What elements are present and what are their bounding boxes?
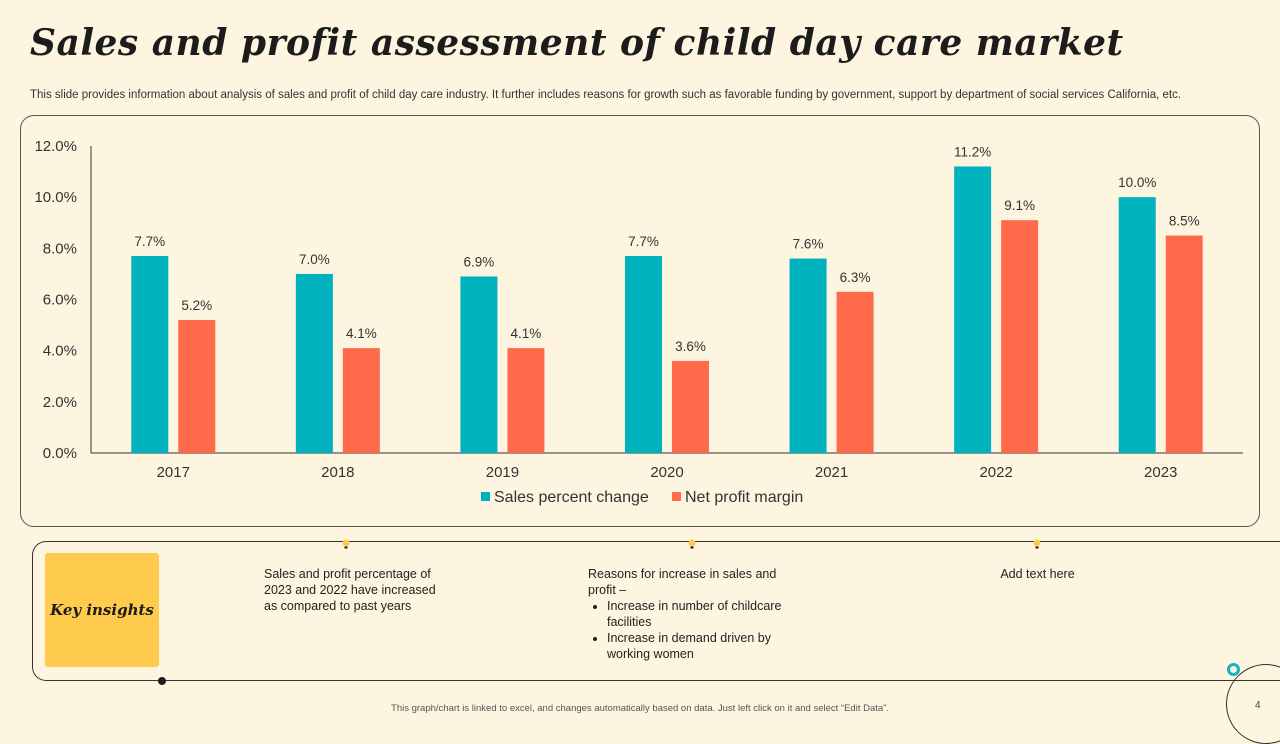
insight-text-2: Reasons for increase in sales and profit…	[588, 566, 793, 662]
bulb-icon	[1033, 539, 1041, 549]
legend-label: Sales percent change	[494, 489, 649, 506]
y-tick-label: 12.0%	[34, 138, 77, 155]
bulb-icon	[342, 539, 350, 549]
insight-2-bullet: Increase in number of childcare faciliti…	[607, 598, 793, 630]
data-label: 6.9%	[464, 254, 495, 269]
bar-profit	[1001, 220, 1039, 453]
data-label: 6.3%	[840, 270, 871, 285]
y-tick-label: 10.0%	[34, 189, 77, 206]
chart-frame[interactable]: 0.0% 2.0% 4.0% 6.0% 8.0% 10.0% 12.0% 7.7% 5.2% 20…	[20, 115, 1260, 527]
y-tick-label: 2.0%	[43, 394, 77, 411]
bar-sales	[954, 166, 992, 453]
x-tick-label: 2020	[650, 464, 683, 481]
bar-sales	[460, 276, 498, 453]
page-title: Sales and profit assessment of child day…	[30, 22, 1124, 64]
insight-text-1: Sales and profit percentage of 2023 and …	[264, 567, 436, 613]
page-subtitle: This slide provides information about an…	[30, 89, 1182, 101]
x-tick-label: 2023	[1144, 464, 1177, 481]
bar-profit	[178, 319, 216, 453]
data-label: 4.1%	[511, 326, 542, 341]
legend-label: Net profit margin	[685, 489, 803, 506]
data-label: 7.7%	[628, 234, 659, 249]
footer-note: This graph/chart is linked to excel, and…	[391, 703, 889, 714]
bar-sales	[1118, 197, 1156, 453]
data-label: 9.1%	[1004, 198, 1035, 213]
insight-2-bullets: Increase in number of childcare faciliti…	[588, 598, 793, 662]
insight-text-3[interactable]: Add text here	[1000, 567, 1075, 581]
x-tick-label: 2022	[979, 464, 1012, 481]
y-tick-label: 8.0%	[43, 240, 77, 257]
x-tick-label: 2021	[815, 464, 848, 481]
y-tick-label: 4.0%	[43, 343, 77, 360]
bar-profit	[342, 348, 380, 453]
bar-sales	[625, 256, 662, 453]
bar-sales	[131, 256, 169, 453]
x-tick-label: 2019	[486, 464, 519, 481]
legend-swatch	[481, 492, 490, 501]
bar-sales	[789, 258, 827, 453]
x-tick-label: 2017	[157, 464, 190, 481]
insights-frame	[32, 541, 1280, 681]
x-tick-label: 2018	[321, 464, 354, 481]
data-label: 4.1%	[346, 326, 377, 341]
data-label: 7.0%	[299, 252, 330, 267]
bar-profit	[836, 291, 874, 453]
data-label: 5.2%	[181, 298, 212, 313]
page-number: 4	[1255, 700, 1261, 711]
data-label: 7.6%	[793, 237, 824, 252]
decorative-ring-icon	[1227, 663, 1240, 676]
insight-2-bullet: Increase in demand driven by working wom…	[607, 630, 793, 662]
bar-chart[interactable]: 0.0% 2.0% 4.0% 6.0% 8.0% 10.0% 12.0% 7.7% 5.2% 20…	[21, 116, 1261, 528]
y-tick-label: 0.0%	[43, 445, 77, 462]
legend-swatch	[672, 492, 681, 501]
bulb-icon	[688, 539, 696, 549]
data-label: 7.7%	[134, 234, 165, 249]
bar-profit	[507, 348, 545, 453]
data-label: 3.6%	[675, 339, 706, 354]
insight-2-intro: Reasons for increase in sales and profit…	[588, 567, 777, 597]
data-label: 8.5%	[1169, 214, 1200, 229]
bar-profit	[1165, 235, 1203, 453]
data-label: 10.0%	[1118, 175, 1156, 190]
bar-profit	[672, 360, 709, 453]
key-insights-label: Key insights	[50, 601, 154, 619]
key-insights-box: Key insights	[45, 553, 159, 667]
data-label: 11.2%	[954, 144, 991, 159]
bar-sales	[295, 273, 333, 453]
frame-end-dot	[158, 677, 166, 685]
y-tick-label: 6.0%	[43, 292, 77, 309]
